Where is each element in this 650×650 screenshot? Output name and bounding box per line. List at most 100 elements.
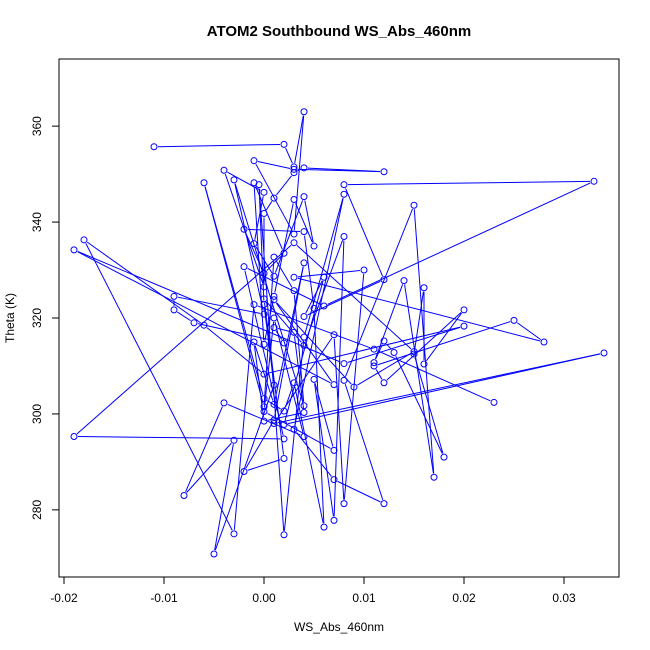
data-point: [410, 348, 418, 356]
series-segment: [374, 284, 404, 360]
series-segment: [204, 186, 264, 403]
data-point: [280, 249, 288, 257]
series-segment: [386, 312, 462, 381]
series-segment: [274, 321, 304, 433]
data-point: [300, 228, 308, 236]
data-point: [300, 108, 308, 116]
data-point: [230, 176, 238, 184]
series-segment: [277, 353, 601, 424]
series-segment: [516, 322, 542, 341]
data-point: [220, 399, 228, 407]
data-point: [260, 370, 268, 378]
series-segment: [267, 412, 301, 421]
series-segment: [314, 383, 334, 517]
series-segment: [227, 403, 301, 436]
data-point: [200, 321, 208, 329]
series-segment: [285, 147, 293, 164]
series-segment: [345, 188, 383, 277]
data-point: [300, 259, 308, 267]
data-point: [300, 402, 308, 410]
data-point: [290, 379, 298, 387]
data-point: [340, 181, 348, 189]
data-point: [70, 432, 78, 440]
series-segment: [258, 188, 265, 301]
series-segment: [275, 260, 293, 288]
data-point: [270, 253, 278, 261]
series-segment: [265, 201, 273, 211]
series-segment: [257, 305, 371, 349]
series-segment: [304, 200, 314, 243]
data-point: [255, 181, 263, 189]
data-point: [290, 196, 298, 204]
data-point: [70, 246, 78, 254]
series-segment: [404, 284, 434, 474]
series-segment: [377, 350, 491, 402]
x-tick-label: 0.00: [252, 591, 276, 605]
data-point: [380, 337, 388, 345]
series-segment: [283, 341, 305, 531]
data-point: [490, 398, 498, 406]
series-segment: [86, 241, 202, 324]
series-segment: [274, 203, 294, 293]
data-point: [280, 140, 288, 148]
series-segment: [85, 243, 233, 531]
data-point: [240, 263, 248, 271]
series-segment: [76, 244, 292, 435]
data-point: [340, 360, 348, 368]
series-segment: [247, 267, 321, 305]
data-point: [340, 376, 348, 384]
series-segment: [357, 353, 411, 386]
data-point: [250, 157, 258, 165]
data-point: [410, 350, 418, 358]
series-segment: [425, 312, 463, 362]
series-segment: [247, 459, 281, 471]
series-segment: [267, 413, 331, 449]
series-segment: [77, 251, 331, 384]
series-segment: [254, 345, 264, 418]
data-point: [270, 381, 278, 389]
series-segment: [297, 277, 541, 342]
data-point: [330, 516, 338, 524]
series-segment: [77, 436, 281, 440]
data-point: [300, 333, 308, 341]
series-segment: [347, 180, 591, 186]
data-point: [240, 225, 248, 233]
data-point: [380, 168, 388, 176]
data-point: [330, 476, 338, 484]
data-point: [270, 272, 278, 280]
data-point: [260, 408, 268, 416]
series-segment: [293, 294, 305, 402]
data-point: [320, 302, 328, 310]
series-segment: [296, 245, 412, 350]
data-point: [260, 417, 268, 425]
data-point: [340, 232, 348, 240]
x-tick-label: 0.01: [352, 591, 376, 605]
series-segment: [304, 235, 314, 305]
y-tick-label: 280: [30, 500, 44, 520]
series-segment: [293, 336, 305, 409]
points-group: [70, 108, 608, 558]
series-segment: [275, 337, 333, 421]
data-point: [210, 550, 218, 558]
series-segment: [327, 182, 591, 305]
series-segment: [77, 250, 341, 363]
series-segment: [254, 196, 264, 240]
series-segment: [277, 328, 291, 332]
data-point: [270, 400, 278, 408]
y-tick-label: 340: [30, 212, 44, 232]
series-segment: [186, 442, 232, 493]
series-segment: [177, 311, 191, 322]
series-segment: [347, 326, 461, 363]
data-point: [270, 292, 278, 300]
data-point: [260, 395, 268, 403]
series-segment: [257, 161, 291, 169]
data-point: [330, 381, 338, 389]
data-point: [300, 193, 308, 201]
data-point: [380, 379, 388, 387]
series-segment: [297, 269, 361, 278]
series-segment: [276, 302, 352, 385]
data-point: [280, 455, 288, 463]
data-point: [270, 420, 278, 428]
data-point: [280, 435, 288, 443]
series-segment: [244, 270, 284, 436]
